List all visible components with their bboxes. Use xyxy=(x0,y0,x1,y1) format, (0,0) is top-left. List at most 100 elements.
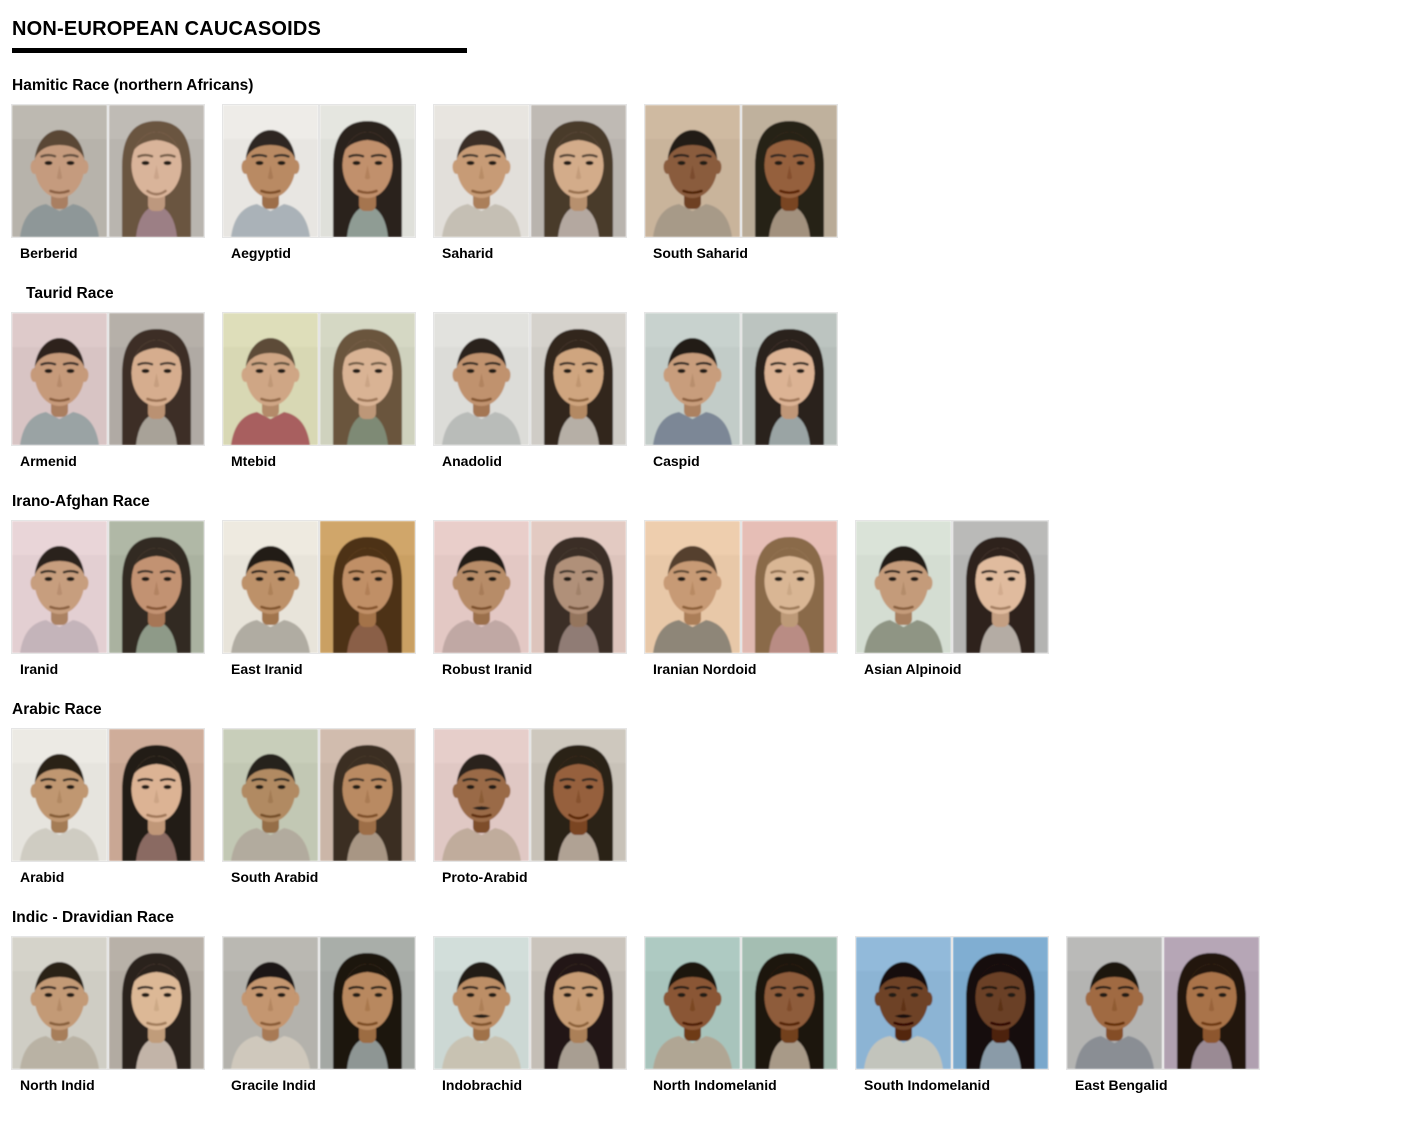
face-svg xyxy=(109,105,204,237)
portrait-female-image xyxy=(530,312,627,446)
portrait-pair xyxy=(11,520,205,654)
portrait-female-image xyxy=(108,312,205,446)
face-svg xyxy=(320,521,415,653)
portrait-pair xyxy=(222,936,416,1070)
portrait-pair xyxy=(644,312,838,446)
figure-east-iranid: East Iranid xyxy=(222,520,416,677)
sections: Hamitic Race (northern Africans) Berberid… xyxy=(11,77,1408,1093)
portrait-pair xyxy=(222,520,416,654)
figure-caption: Robust Iranid xyxy=(442,661,533,677)
figure-caption: Arabid xyxy=(20,869,65,885)
portrait-male-image xyxy=(433,312,530,446)
portrait-pair xyxy=(433,312,627,446)
portrait-pair xyxy=(433,104,627,238)
figure-south-indomelanid: South Indomelanid xyxy=(855,936,1049,1093)
portrait-male-image xyxy=(222,728,319,862)
figure-caption: South Indomelanid xyxy=(864,1077,990,1093)
figure-aegyptid: Aegyptid xyxy=(222,104,416,261)
face-svg xyxy=(434,105,529,237)
figure-south-arabid: South Arabid xyxy=(222,728,416,885)
section-indic-dravidian-race: Indic - Dravidian Race North Indid Gracile… xyxy=(11,909,1408,1093)
portrait-female-image xyxy=(952,936,1049,1070)
figure-caption: East Bengalid xyxy=(1075,1077,1168,1093)
face-svg xyxy=(1164,937,1259,1069)
face-svg xyxy=(434,937,529,1069)
figure-caption: Caspid xyxy=(653,453,700,469)
title-underline xyxy=(12,48,467,53)
face-svg xyxy=(531,729,626,861)
figure-row: Arabid South Arabid Proto-Arabid xyxy=(11,728,1408,885)
figure-caption: Saharid xyxy=(442,245,494,261)
figure-caption: Proto-Arabid xyxy=(442,869,528,885)
portrait-female-image xyxy=(530,728,627,862)
face-svg xyxy=(645,521,740,653)
portrait-female-image xyxy=(741,104,838,238)
section-heading: Indic - Dravidian Race xyxy=(12,909,174,926)
portrait-pair xyxy=(855,520,1049,654)
figure-caption: South Arabid xyxy=(231,869,319,885)
portrait-male-image xyxy=(433,520,530,654)
face-svg xyxy=(12,313,107,445)
portrait-male-image xyxy=(11,312,108,446)
face-svg xyxy=(531,521,626,653)
page-title: NON-EUROPEAN CAUCASOIDS xyxy=(12,18,322,40)
portrait-female-image xyxy=(108,728,205,862)
portrait-pair xyxy=(11,936,205,1070)
portrait-female-image xyxy=(741,520,838,654)
face-svg xyxy=(320,313,415,445)
section-heading: Taurid Race xyxy=(26,285,114,302)
figure-north-indomelanid: North Indomelanid xyxy=(644,936,838,1093)
face-svg xyxy=(12,937,107,1069)
figure-caption: Mtebid xyxy=(231,453,277,469)
portrait-pair xyxy=(11,312,205,446)
face-svg xyxy=(223,313,318,445)
figure-mtebid: Mtebid xyxy=(222,312,416,469)
portrait-male-image xyxy=(433,728,530,862)
portrait-female-image xyxy=(530,936,627,1070)
figure-caspid: Caspid xyxy=(644,312,838,469)
portrait-female-image xyxy=(319,104,416,238)
face-svg xyxy=(223,521,318,653)
portrait-pair xyxy=(433,520,627,654)
section-hamitic-race-northern-africans: Hamitic Race (northern Africans) Berberid… xyxy=(11,77,1408,261)
portrait-female-image xyxy=(108,520,205,654)
figure-caption: North Indid xyxy=(20,1077,95,1093)
face-svg xyxy=(434,729,529,861)
portrait-pair xyxy=(222,104,416,238)
portrait-male-image xyxy=(644,936,741,1070)
portrait-male-image xyxy=(644,312,741,446)
portrait-female-image xyxy=(108,104,205,238)
face-svg xyxy=(742,313,837,445)
portrait-male-image xyxy=(222,104,319,238)
face-svg xyxy=(109,521,204,653)
face-svg xyxy=(1067,937,1162,1069)
figure-caption: Asian Alpinoid xyxy=(864,661,962,677)
portrait-male-image xyxy=(855,936,952,1070)
portrait-male-image xyxy=(11,936,108,1070)
figure-caption: Iranian Nordoid xyxy=(653,661,757,677)
figure-row: Iranid East Iranid Robust Iranid Iranian No… xyxy=(11,520,1408,677)
portrait-male-image xyxy=(1066,936,1163,1070)
portrait-pair xyxy=(222,728,416,862)
figure-armenid: Armenid xyxy=(11,312,205,469)
figure-indobrachid: Indobrachid xyxy=(433,936,627,1093)
figure-row: North Indid Gracile Indid Indobrachid North… xyxy=(11,936,1408,1093)
figure-caption: Aegyptid xyxy=(231,245,291,261)
portrait-pair xyxy=(1066,936,1260,1070)
face-svg xyxy=(109,729,204,861)
face-svg xyxy=(742,521,837,653)
face-svg xyxy=(434,313,529,445)
figure-caption: Gracile Indid xyxy=(231,1077,316,1093)
figure-caption: East Iranid xyxy=(231,661,303,677)
portrait-male-image xyxy=(855,520,952,654)
figure-caption: South Saharid xyxy=(653,245,748,261)
portrait-female-image xyxy=(1163,936,1260,1070)
portrait-pair xyxy=(433,728,627,862)
section-heading: Irano-Afghan Race xyxy=(12,493,150,510)
face-svg xyxy=(645,937,740,1069)
face-svg xyxy=(223,729,318,861)
face-svg xyxy=(12,729,107,861)
portrait-pair xyxy=(644,520,838,654)
face-svg xyxy=(856,937,951,1069)
portrait-male-image xyxy=(222,520,319,654)
